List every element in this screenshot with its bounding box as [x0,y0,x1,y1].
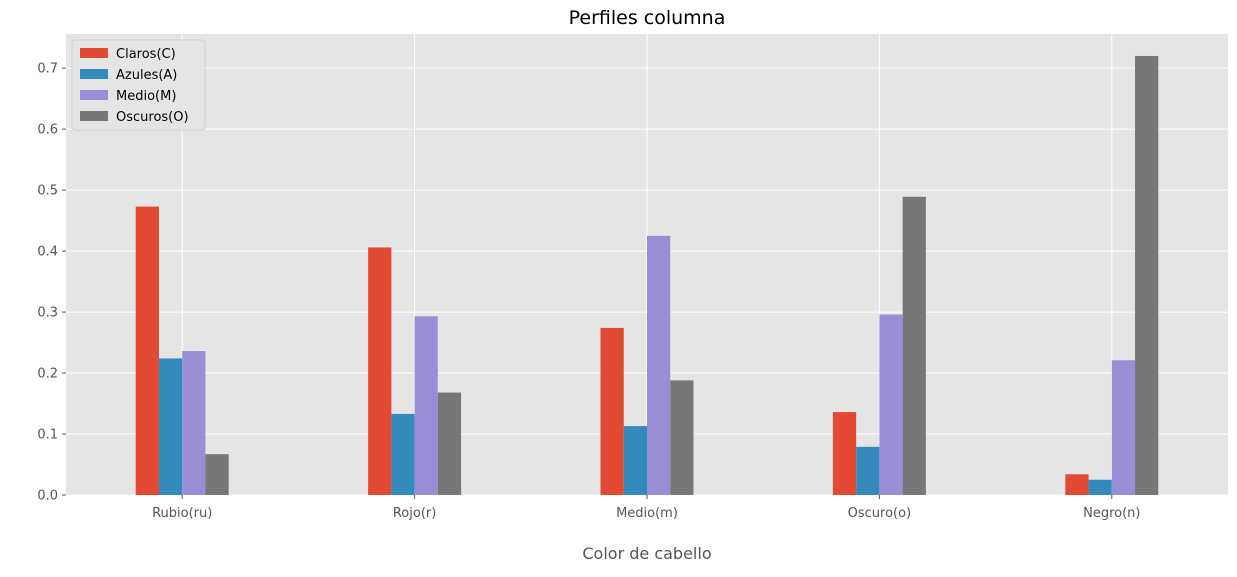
bar [368,247,392,495]
legend-label: Medio(M) [116,89,176,104]
bar [670,380,694,495]
bar [414,316,438,495]
chart-title: Perfiles columna [569,7,726,29]
legend: Claros(C) Azules(A) Medio(M) Oscuros(O) [71,39,206,131]
x-tick-label: Negro(n) [1083,506,1140,521]
bar [158,358,183,495]
y-tick-label: 0.6 [37,123,58,138]
y-tick-label: 0.2 [37,367,58,382]
bar [1088,479,1112,495]
y-axis: 0.0 0.1 0.2 0.3 0.4 0.5 0.6 0.7 [37,62,66,504]
legend-label: Oscuros(O) [116,110,189,125]
x-tick-label: Rojo(r) [393,506,436,521]
bar [647,235,671,495]
y-tick-label: 0.1 [37,428,58,443]
bar [832,412,857,495]
bar [902,196,926,496]
y-tick-label: 0.3 [37,306,58,321]
legend-swatch [80,69,108,79]
bar [437,392,462,495]
bar [205,454,229,495]
y-tick-label: 0.0 [37,489,58,504]
bar [600,327,624,495]
bar [856,446,880,495]
x-axis-label: Color de cabello [582,544,711,563]
y-tick-label: 0.4 [37,245,58,260]
x-tick-label: Oscuro(o) [848,506,912,521]
bar [1135,55,1159,495]
legend-box [71,39,206,131]
legend-swatch [80,111,108,121]
legend-label: Claros(C) [116,47,176,62]
x-tick-label: Rubio(ru) [152,506,212,521]
legend-swatch [80,48,108,58]
x-axis: Rubio(ru) Rojo(r) Medio(m) Oscuro(o) Negro(n… [152,495,1140,521]
bar [391,413,415,495]
x-tick-label: Medio(m) [616,506,678,521]
y-tick-label: 0.7 [37,62,58,77]
bar [1065,474,1089,495]
y-tick-label: 0.5 [37,184,58,199]
bar [1111,360,1136,495]
bar [879,314,903,495]
legend-swatch [80,90,108,100]
bar [182,351,206,495]
bar [623,426,647,495]
bars [135,55,1159,496]
bar [135,206,159,495]
legend-label: Azules(A) [116,68,177,83]
